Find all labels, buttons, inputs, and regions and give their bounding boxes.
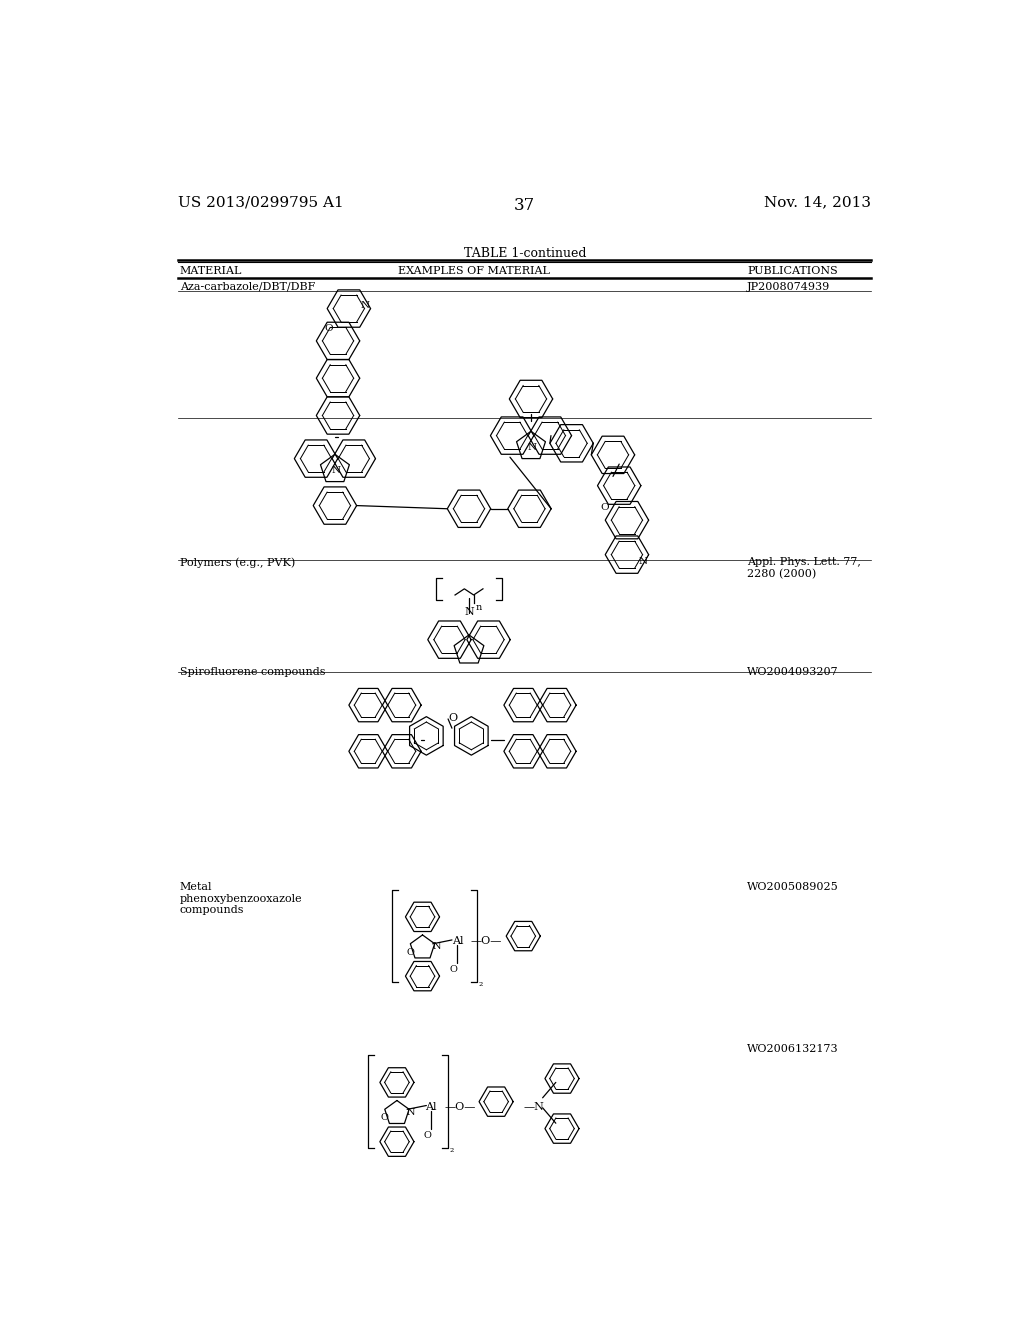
Text: Appl. Phys. Lett. 77,
2280 (2000): Appl. Phys. Lett. 77, 2280 (2000) xyxy=(748,557,861,579)
Text: O: O xyxy=(407,948,414,957)
Text: —O—: —O— xyxy=(444,1102,475,1111)
Text: Spirofluorene compounds: Spirofluorene compounds xyxy=(179,667,325,677)
Text: ₂: ₂ xyxy=(450,1144,454,1154)
Text: O: O xyxy=(449,713,457,723)
Text: O: O xyxy=(324,323,333,333)
Text: N: N xyxy=(332,466,341,474)
Text: TABLE 1-continued: TABLE 1-continued xyxy=(464,247,586,260)
Text: N: N xyxy=(639,557,648,566)
Text: Polymers (e.g., PVK): Polymers (e.g., PVK) xyxy=(179,557,295,568)
Text: JP2008074939: JP2008074939 xyxy=(748,281,830,292)
Text: O: O xyxy=(381,1113,388,1122)
Text: PUBLICATIONS: PUBLICATIONS xyxy=(748,267,838,276)
Text: n: n xyxy=(475,603,481,611)
Text: N: N xyxy=(528,442,537,451)
Text: EXAMPLES OF MATERIAL: EXAMPLES OF MATERIAL xyxy=(397,267,550,276)
Text: Al: Al xyxy=(425,1102,437,1111)
Text: N: N xyxy=(407,1107,416,1117)
Text: Aza-carbazole/DBT/DBF: Aza-carbazole/DBT/DBF xyxy=(179,281,315,292)
Text: WO2006132173: WO2006132173 xyxy=(748,1044,839,1053)
Text: N: N xyxy=(464,607,474,618)
Text: —N: —N xyxy=(523,1102,544,1111)
Text: O: O xyxy=(450,965,458,974)
Text: MATERIAL: MATERIAL xyxy=(179,267,242,276)
Text: O: O xyxy=(423,1131,431,1140)
Text: N: N xyxy=(432,942,441,952)
Text: O: O xyxy=(601,503,609,512)
Text: N: N xyxy=(360,301,370,310)
Text: Al: Al xyxy=(452,936,463,946)
Text: US 2013/0299795 A1: US 2013/0299795 A1 xyxy=(178,195,344,210)
Text: ₂: ₂ xyxy=(478,978,482,989)
Text: WO2005089025: WO2005089025 xyxy=(748,882,839,892)
Text: Nov. 14, 2013: Nov. 14, 2013 xyxy=(764,195,871,210)
Text: 37: 37 xyxy=(514,197,536,214)
Text: WO2004093207: WO2004093207 xyxy=(748,667,839,677)
Text: Metal
phenoxybenzooxazole
compounds: Metal phenoxybenzooxazole compounds xyxy=(179,882,302,915)
Text: —O—: —O— xyxy=(471,936,502,946)
